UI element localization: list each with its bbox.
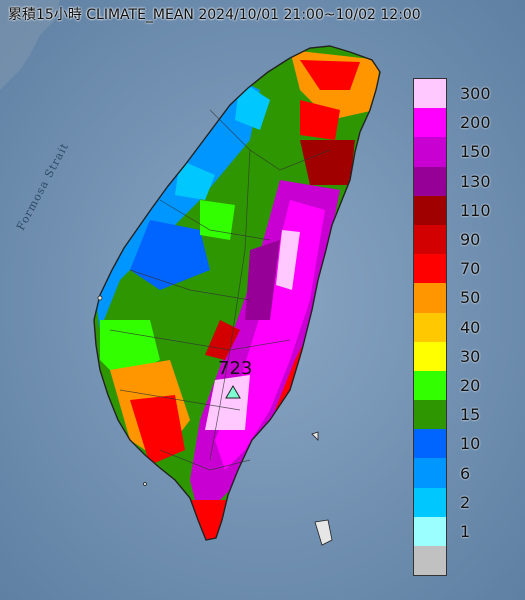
legend-label: 200 (460, 113, 491, 133)
legend-swatch (414, 137, 446, 167)
county-borders (109, 109, 331, 471)
legend-swatch (414, 79, 446, 109)
legend-swatch (414, 341, 446, 371)
legend-label: 50 (460, 288, 481, 308)
legend-swatch (414, 400, 446, 430)
legend-label: 130 (460, 171, 491, 191)
legend-swatch (414, 487, 446, 517)
legend-swatch (414, 108, 446, 138)
legend-label: 90 (460, 230, 481, 249)
china-coast (0, 0, 60, 90)
legend-swatch (414, 458, 446, 488)
legend-label: 10 (460, 434, 481, 454)
legend-label: 30 (460, 346, 481, 366)
legend-swatch (414, 312, 446, 342)
rainfall-legend (413, 78, 447, 577)
legend-label: 110 (460, 200, 491, 220)
legend-swatch (414, 370, 446, 401)
legend-label: 2 (460, 492, 471, 512)
legend-label: 300 (460, 84, 491, 103)
legend-swatch (414, 283, 446, 313)
map-title: 累積15小時 CLIMATE_MEAN 2024/10/01 21:00~10/… (8, 7, 421, 23)
legend-label: 6 (460, 463, 471, 483)
legend-label: 150 (460, 142, 491, 162)
max-station-marker-icon (225, 385, 241, 399)
legend-label: 20 (460, 376, 481, 395)
legend-swatch (414, 166, 446, 196)
max-rainfall-value: 723 (218, 358, 253, 379)
legend-swatch (414, 546, 446, 576)
legend-label: 70 (460, 259, 481, 279)
legend-label: 1 (460, 522, 471, 541)
legend-label: 15 (460, 405, 481, 425)
legend-swatch (414, 254, 446, 284)
legend-swatch (414, 516, 446, 546)
legend-swatch (414, 224, 446, 255)
islands (97, 295, 333, 546)
legend-swatch (414, 429, 446, 459)
legend-label: 40 (460, 317, 481, 337)
legend-swatch (414, 195, 446, 225)
